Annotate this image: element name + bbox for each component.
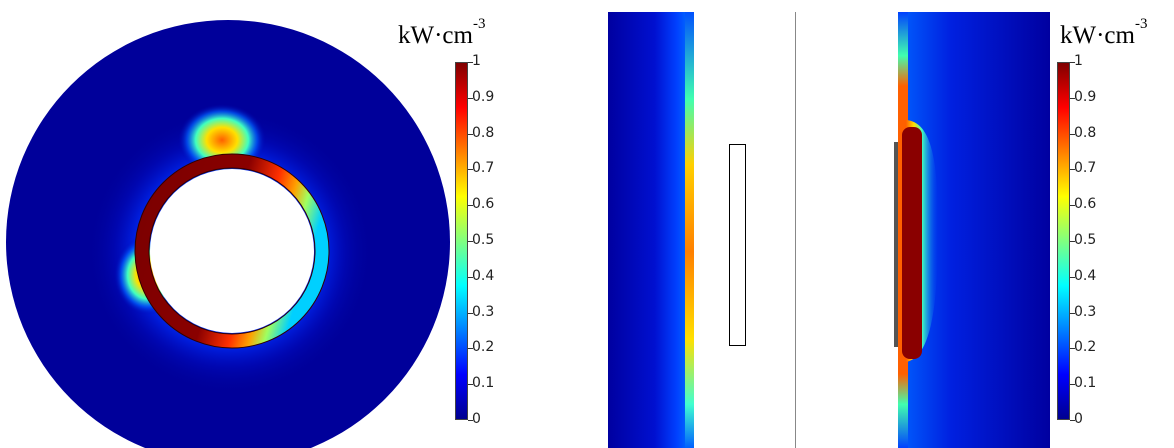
colorbar-tick-label: 0 — [1074, 411, 1083, 427]
colorbar-tick — [468, 348, 473, 350]
colorbar-tick — [468, 276, 473, 278]
colorbar-tick-label: 0.1 — [472, 375, 495, 392]
colorbar-tick-label: 0.8 — [1074, 124, 1097, 141]
colorbar-tick-label: 0.2 — [1074, 339, 1097, 356]
colorbar-tick — [1070, 169, 1075, 171]
colorbar-tick-label: 0.9 — [1074, 88, 1097, 105]
colorbar-tick-label: 0.6 — [472, 196, 495, 213]
colorbar-tick — [468, 169, 473, 171]
circular-heatmap — [6, 20, 450, 448]
colorbar-tick — [468, 205, 473, 207]
colorbar-tick-label: 0.7 — [1074, 160, 1097, 177]
colorbar-tick-label: 0.7 — [472, 160, 495, 177]
colorbar-tick — [1070, 205, 1075, 207]
colorbar-tick-label: 0.5 — [1074, 232, 1097, 248]
colorbar-tick-label: 1 — [1074, 53, 1083, 69]
thin-strip — [894, 142, 898, 347]
colorbar-tick — [1070, 62, 1075, 63]
colorbar-tick-label: 0.2 — [472, 339, 495, 356]
colorbar-tick — [1070, 97, 1075, 99]
colorbar-tick-label: 0.1 — [1074, 375, 1097, 392]
colorbar-tick — [468, 241, 473, 242]
colorbar-tick — [468, 420, 473, 421]
colorbar-unit-label: kW·cm-3 — [398, 16, 486, 49]
colorbar-tick — [1070, 384, 1075, 386]
colorbar-tick — [1070, 241, 1075, 242]
colorbar-tick — [1070, 420, 1075, 421]
colorbar-tick — [468, 97, 473, 99]
slab-outline-box — [729, 144, 746, 346]
slab-heatmap-middle — [608, 12, 694, 448]
colorbar-tick — [468, 312, 473, 314]
colorbar-tick-label: 0.3 — [472, 303, 495, 320]
colorbar-tick-label: 1 — [472, 53, 481, 69]
colorbar-tick — [468, 62, 473, 63]
colorbar-tick-label: 0.9 — [472, 88, 495, 105]
colorbar-tick — [468, 384, 473, 386]
colorbar-tick-label: 0 — [472, 411, 481, 427]
colorbar-unit-label-right: kW·cm-3 — [1060, 16, 1148, 49]
colorbar-tick-label: 0.6 — [1074, 196, 1097, 213]
colorbar-tick-label: 0.5 — [472, 232, 495, 248]
colorbar-tick-label: 0.3 — [1074, 303, 1097, 320]
colorbar-tick — [1070, 133, 1075, 135]
ring-conductor — [135, 154, 329, 348]
slab-edge-middle — [685, 12, 694, 448]
inner-hole — [150, 169, 314, 333]
colorbar-tick — [1070, 348, 1075, 350]
colorbar-tick — [468, 133, 473, 135]
colorbar-tick-label: 0.4 — [472, 267, 495, 284]
colorbar-tick-label: 0.8 — [472, 124, 495, 141]
divider-line — [795, 12, 796, 448]
colorbar-tick-label: 0.4 — [1074, 267, 1097, 284]
slab-heatmap-right — [892, 12, 1050, 448]
hot-core — [902, 127, 922, 359]
colorbar-tick — [1070, 312, 1075, 314]
colorbar-tick — [1070, 276, 1075, 278]
